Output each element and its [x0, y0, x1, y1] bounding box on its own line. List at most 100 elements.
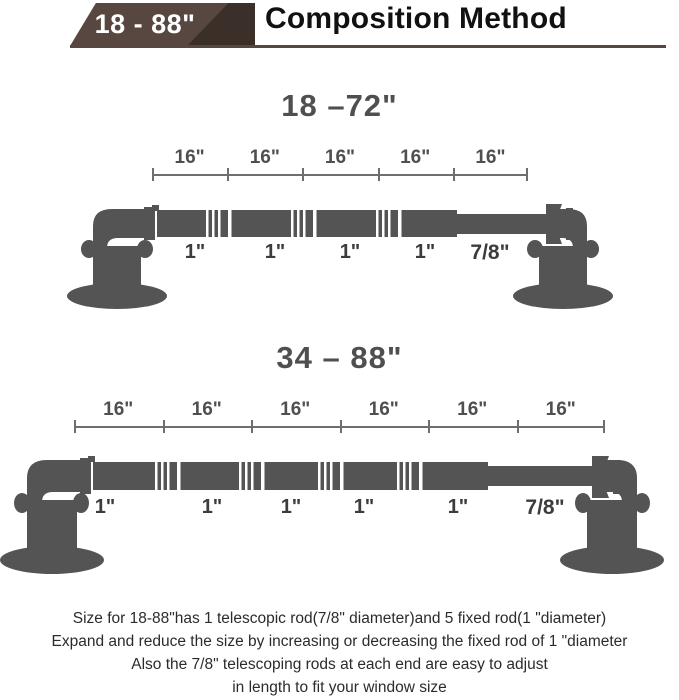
measure-tick [339, 420, 342, 433]
thread-line [228, 210, 232, 237]
measure-tick [302, 168, 305, 181]
thread-line [239, 462, 242, 490]
thread-line [261, 462, 265, 490]
thread-line [161, 462, 164, 490]
thread-line [398, 210, 402, 237]
rod-diameter-label: 1" [353, 496, 375, 518]
right-elbow-bottom [592, 460, 637, 510]
measure-tick [152, 168, 154, 181]
right-knob-b-bottom [634, 493, 650, 513]
badge-label: 18 - 88" [94, 9, 196, 39]
right-knob-b-top [583, 240, 599, 258]
segment-length-label: 16" [174, 147, 205, 168]
thread-line [291, 210, 294, 237]
thread-line [167, 462, 170, 490]
measure-tick [251, 420, 253, 433]
thread-line [212, 210, 215, 237]
description-line-1: Size for 18-88"has 1 telescopic rod(7/8"… [72, 610, 607, 627]
segment-length-label: 16" [191, 399, 222, 420]
main-rod-1in-top [157, 210, 457, 237]
measure-tick [227, 168, 230, 181]
right-knob-a-bottom [575, 493, 591, 513]
curtain-rod-diagram-bottom: 1" 1" 1" 1" 1" 7/8" [0, 448, 679, 580]
left-knob-a-bottom [14, 493, 30, 513]
left-collar-bottom [80, 458, 91, 494]
measure-tick [452, 168, 455, 181]
left-base-flange-bottom [0, 546, 104, 574]
thread-line [177, 462, 181, 490]
thread-line [245, 462, 248, 490]
rod-diameter-label: 1" [447, 496, 469, 518]
section-title-bottom: 34 – 88" [276, 340, 403, 375]
segment-length-label: 16" [475, 147, 506, 168]
right-base-flange-top [513, 283, 613, 309]
main-rod-1in-bottom [93, 462, 488, 490]
segment-length-label: 16" [400, 147, 431, 168]
left-collar-nub-top [152, 205, 159, 211]
description-line-4: in length to fit your window size [232, 679, 447, 696]
rod-diameter-label: 1" [414, 241, 436, 263]
thread-line [155, 462, 158, 490]
left-collar-nub-bottom [88, 456, 95, 462]
segment-length-label: 16" [368, 399, 399, 420]
segment-length-label: 16" [324, 147, 356, 168]
thread-line [376, 210, 379, 237]
page-title: Composition Method [265, 2, 567, 35]
thread-line [403, 462, 406, 490]
left-knob-b-bottom [73, 493, 89, 513]
rod-svg-top [67, 204, 613, 309]
thread-line [206, 210, 209, 237]
rod-diameter-label: 1" [201, 496, 223, 518]
measure-tick [428, 420, 430, 433]
measure-axis-top [152, 174, 528, 176]
rod-diameter-label: 1" [264, 241, 286, 263]
measure-tick [377, 168, 380, 181]
measure-tick [516, 420, 519, 433]
description-line-2: Expand and reduce the size by increasing… [51, 633, 628, 650]
thread-line [419, 462, 423, 490]
segment-length-label: 16" [545, 399, 576, 420]
segment-length-label: 16" [457, 399, 488, 420]
left-collar-top [144, 207, 155, 240]
curtain-rod-diagram-top: 1" 1" 1" 1" 7/8" [60, 196, 620, 314]
measure-tick [74, 420, 76, 433]
measure-tick [603, 420, 605, 433]
page-header: 18 - 88" Composition Method [0, 0, 679, 58]
thread-line [313, 210, 317, 237]
rod-diameter-label: 7/8" [525, 496, 565, 519]
segment-length-label: 16" [103, 399, 134, 420]
thread-line [330, 462, 333, 490]
thread-line [303, 210, 306, 237]
thread-line [340, 462, 344, 490]
thread-line [324, 462, 327, 490]
telescopic-rod-78in-top [457, 214, 549, 234]
section-title-top: 18 –72" [281, 88, 398, 123]
rod-diameter-label: 1" [184, 241, 206, 263]
rod-diameter-label: 7/8" [470, 241, 510, 264]
rod-diameter-label: 1" [94, 496, 116, 518]
thread-line [382, 210, 385, 237]
left-elbow-bottom [27, 460, 84, 510]
thread-line [409, 462, 412, 490]
description-line-3: Also the 7/8" telescoping rods at each e… [131, 656, 548, 673]
left-elbow-top [93, 209, 148, 256]
left-knob-b-top [137, 240, 153, 258]
rod-diameter-label: 1" [280, 496, 302, 518]
segment-length-label: 16" [280, 399, 311, 420]
measure-tick [526, 168, 528, 181]
right-knob-a-top [527, 240, 543, 258]
measure-tick [162, 420, 165, 433]
thread-line [397, 462, 400, 490]
thread-line [251, 462, 254, 490]
thread-line [218, 210, 221, 237]
rod-svg-bottom [0, 456, 664, 574]
header-divider [70, 45, 666, 48]
description-text: Size for 18-88"has 1 telescopic rod(7/8"… [0, 608, 679, 700]
telescopic-rod-78in-bottom [488, 466, 596, 486]
right-elbow-top [546, 209, 587, 256]
thread-line [297, 210, 300, 237]
rod-diameter-label: 1" [339, 241, 361, 263]
right-base-flange-bottom [560, 546, 664, 574]
measurement-bar-top: 16" 16" 16" 16" 16" [152, 142, 528, 182]
measurement-bar-bottom: 16" 16" 16" 16" 16" 16" [74, 394, 605, 434]
